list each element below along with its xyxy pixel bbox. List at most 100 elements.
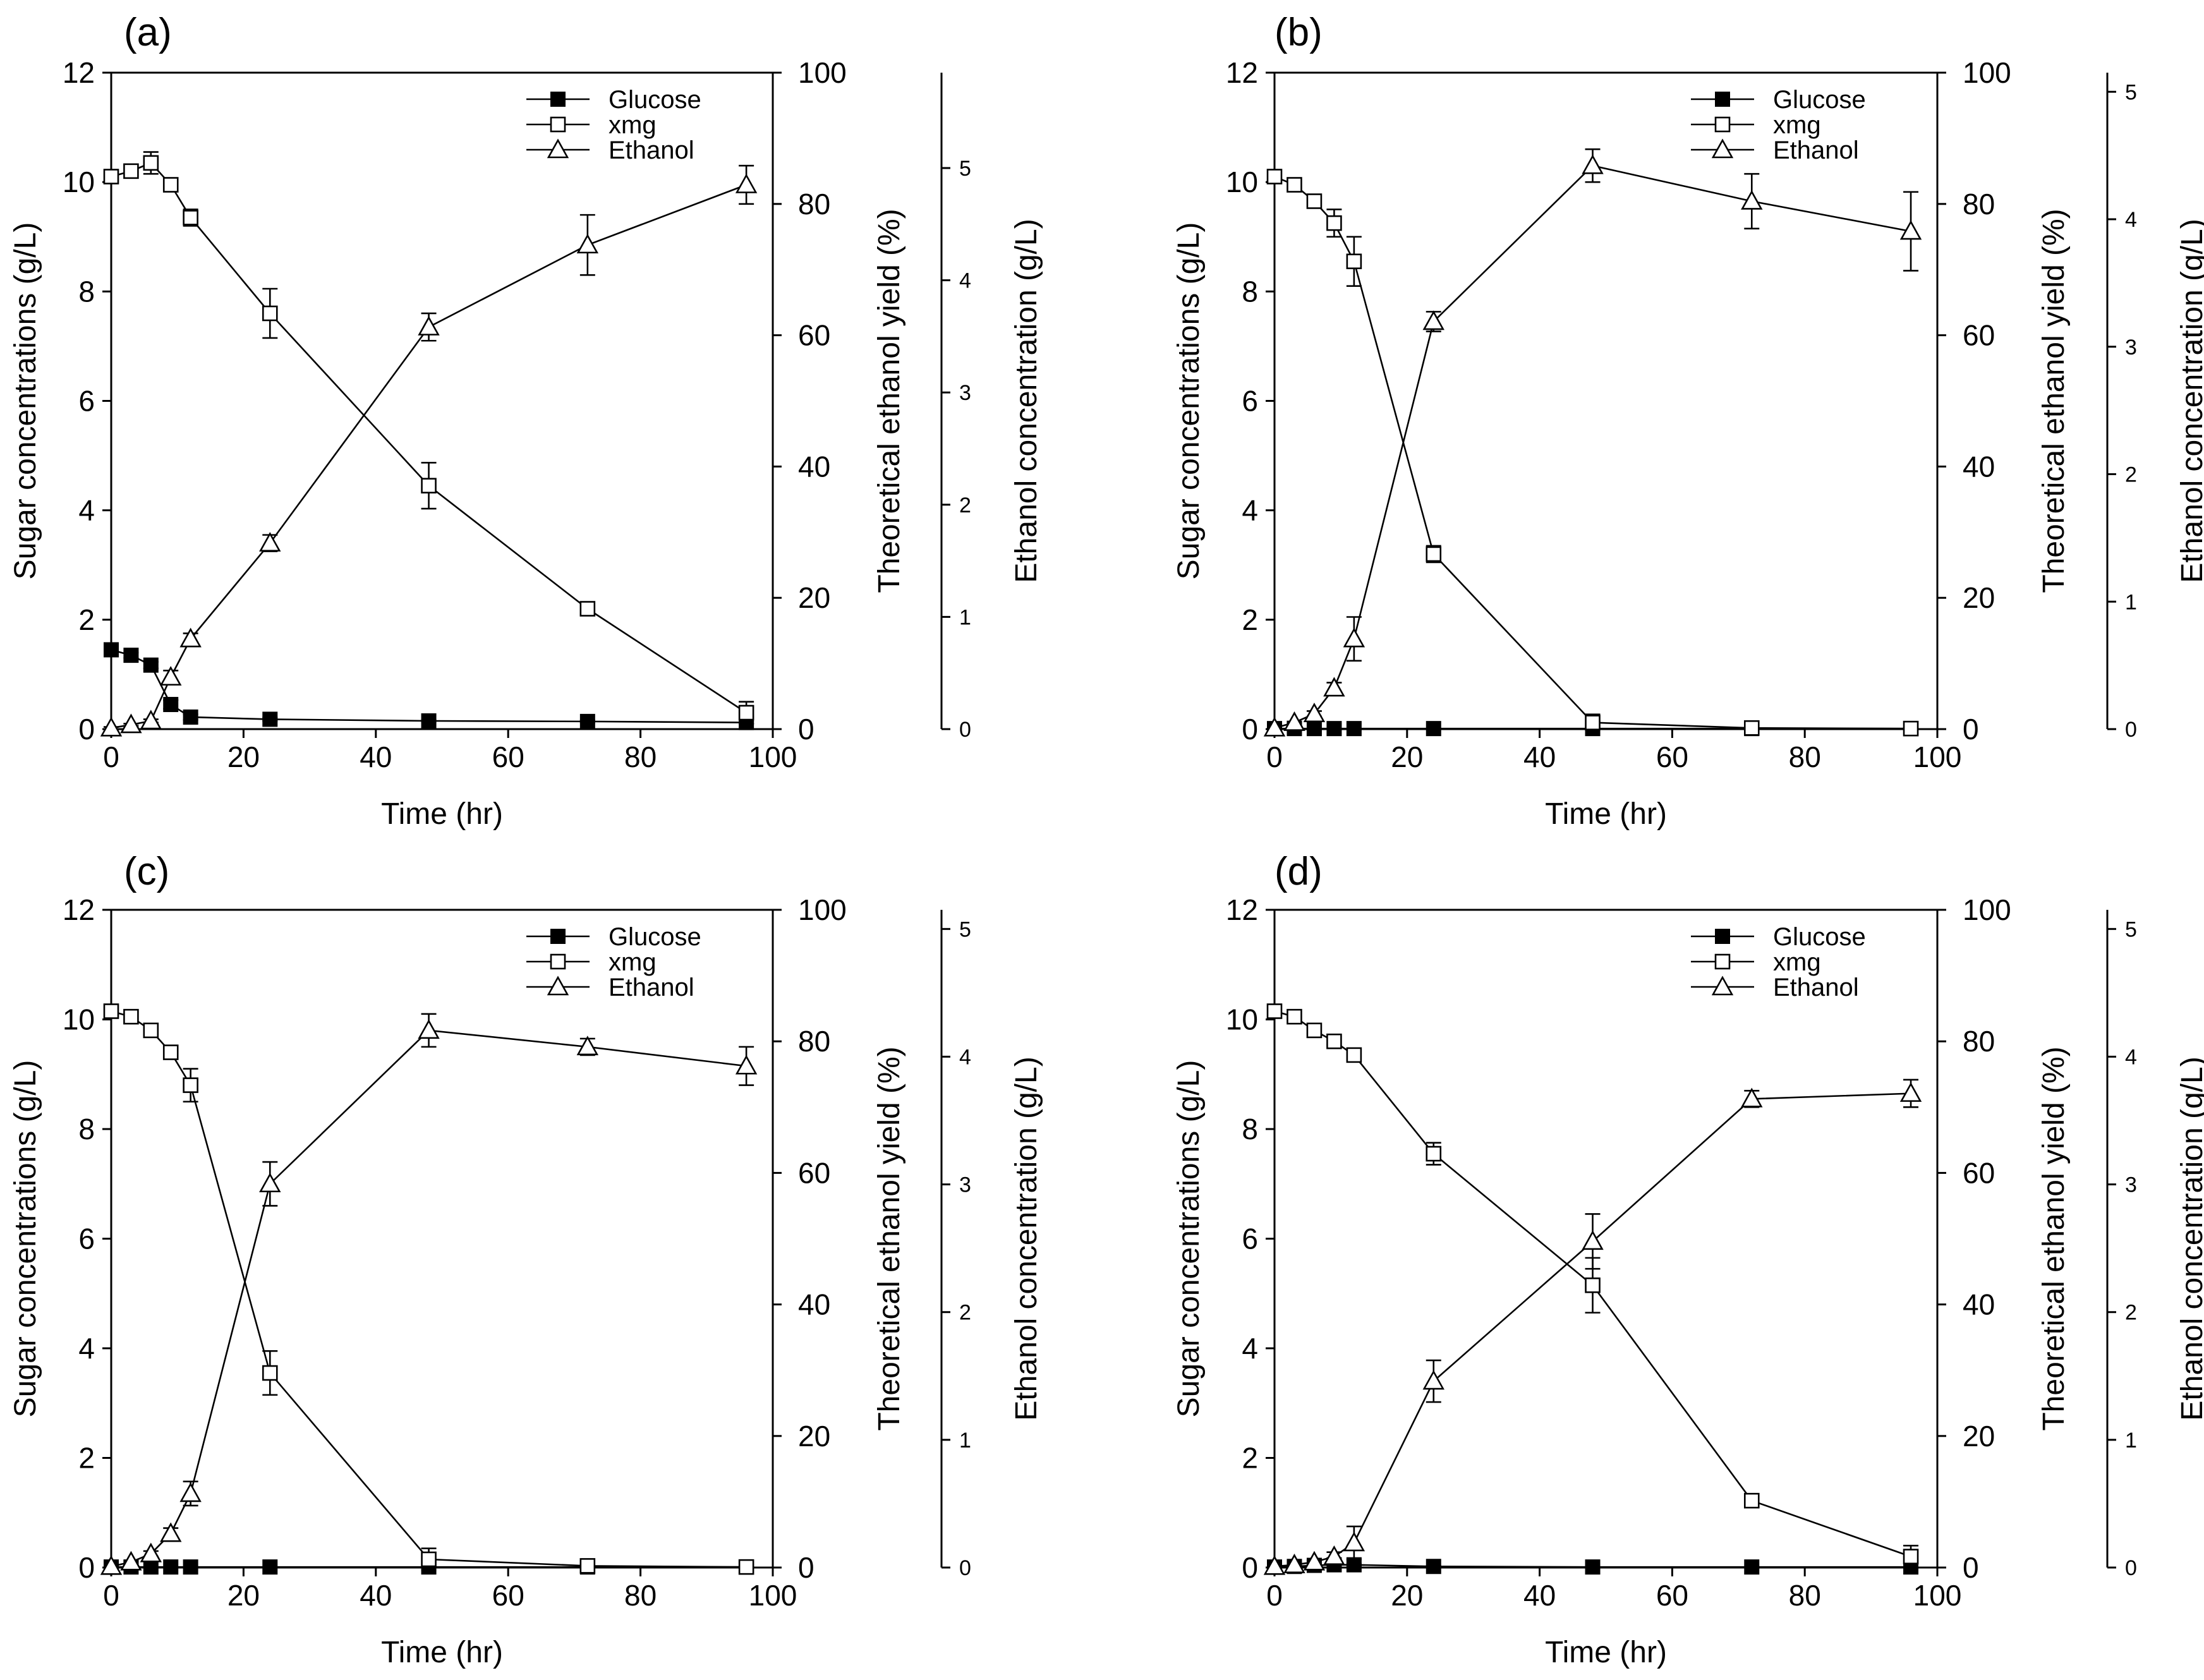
data-point [1741,1087,1763,1108]
series-ethanol [100,164,758,737]
data-point [1744,1559,1760,1575]
legend-marker [1711,976,1734,996]
data-point [735,1055,758,1075]
data-point [163,697,179,713]
y3-tick-label: 5 [2125,80,2137,104]
x-tick-label: 60 [1656,740,1688,773]
data-point [123,163,139,179]
y2-tick-label: 40 [1963,450,1995,483]
data-point [1899,220,1922,240]
plot-frame [110,909,774,1569]
data-point [1287,177,1302,193]
y3-tick-label: 3 [2125,1173,2137,1197]
plot-frame [110,71,774,730]
y2-tick-label: 20 [1963,1420,1995,1453]
data-point [1346,253,1362,270]
data-point [1426,721,1441,737]
y2-axis-title: Theoretical ethanol yield (%) [2037,1046,2071,1430]
series-line [111,184,747,729]
legend-label: Glucose [609,86,701,114]
y-axis-title: Sugar concentrations (g/L) [9,1060,42,1418]
legend-label: Glucose [1773,923,1866,951]
data-point [123,1008,139,1025]
data-point [1426,546,1442,562]
data-point [183,1077,198,1093]
legend-label: Ethanol [609,136,694,164]
data-point [576,234,599,254]
legend-marker [1714,116,1731,133]
y3-tick-label: 1 [2125,590,2137,614]
series-line [111,1029,747,1568]
data-point [418,315,440,335]
data-point [143,155,159,171]
data-point [162,1044,179,1060]
data-point [1323,1545,1345,1565]
y2-tick-label: 0 [1963,713,1979,746]
y-tick-label: 6 [1242,1223,1258,1255]
legend-label: xmg [609,948,657,976]
y-tick-label: 2 [1242,603,1258,636]
y-tick-label: 6 [1242,385,1258,418]
y2-tick-label: 100 [1963,893,2011,926]
data-point [1326,215,1342,231]
y3-tick-label: 0 [959,1556,971,1580]
y2-tick-label: 60 [798,1156,830,1189]
y2-tick-label: 60 [798,319,830,352]
series-xmg [103,1003,754,1575]
y2-tick-label: 20 [798,581,830,614]
y2-tick-label: 60 [1963,319,1995,352]
series-line [111,1010,747,1568]
y3-tick-label: 3 [2125,335,2137,360]
y2-tick-label: 80 [1963,1025,1995,1058]
data-point [103,169,119,184]
legend-marker [1714,953,1731,970]
data-point [103,1003,119,1019]
y3-axis-title: Ethanol concentration (g/L) [1010,219,1043,583]
y-tick-label: 10 [1226,1003,1258,1036]
legend-marker [547,138,569,159]
data-point [1422,310,1444,330]
data-point [1343,1532,1365,1552]
data-point [143,1022,159,1039]
data-point [579,1558,596,1574]
x-tick-label: 0 [1266,1579,1283,1612]
x-tick-label: 100 [749,740,797,773]
y-tick-label: 10 [1226,166,1258,198]
data-point [418,1019,440,1039]
x-tick-label: 20 [227,740,260,773]
y-tick-label: 2 [1242,1442,1258,1475]
x-tick-label: 100 [1913,740,1962,773]
y3-tick-label: 2 [2125,1301,2137,1325]
y3-tick-label: 1 [2125,1429,2137,1453]
x-tick-label: 60 [492,740,524,773]
y-tick-label: 12 [63,893,95,926]
x-axis-title: Time (hr) [381,797,503,831]
data-point [1306,193,1323,209]
data-point [579,713,595,729]
data-point [1346,1047,1362,1063]
y-tick-label: 8 [1242,1113,1258,1145]
x-tick-label: 0 [1266,740,1283,773]
data-point [1326,721,1342,737]
x-tick-label: 0 [103,1579,119,1612]
data-point [163,1559,179,1575]
y2-tick-label: 100 [798,56,847,89]
data-point [576,1036,599,1056]
y3-tick-label: 4 [959,269,971,293]
panel-2: (c)0 20 40 60 80 1000246810120204060801000123… [9,850,1043,1669]
series-line [1274,164,1911,729]
panel-0: (a)0 20 40 60 80 1000246810120204060801000123… [9,11,1043,831]
plot-frame [1273,909,1939,1569]
data-point [1263,1555,1286,1575]
legend-label: xmg [1773,111,1821,139]
data-point [1266,169,1283,184]
x-axis-title: Time (hr) [1545,1636,1667,1669]
data-point [160,666,182,686]
y-tick-label: 0 [78,1551,95,1584]
y-tick-label: 2 [78,603,95,636]
data-point [262,1365,278,1381]
y-tick-label: 10 [63,166,95,198]
series-xmg [1266,169,1919,737]
data-point [143,657,159,673]
y-tick-label: 0 [1242,1551,1258,1584]
